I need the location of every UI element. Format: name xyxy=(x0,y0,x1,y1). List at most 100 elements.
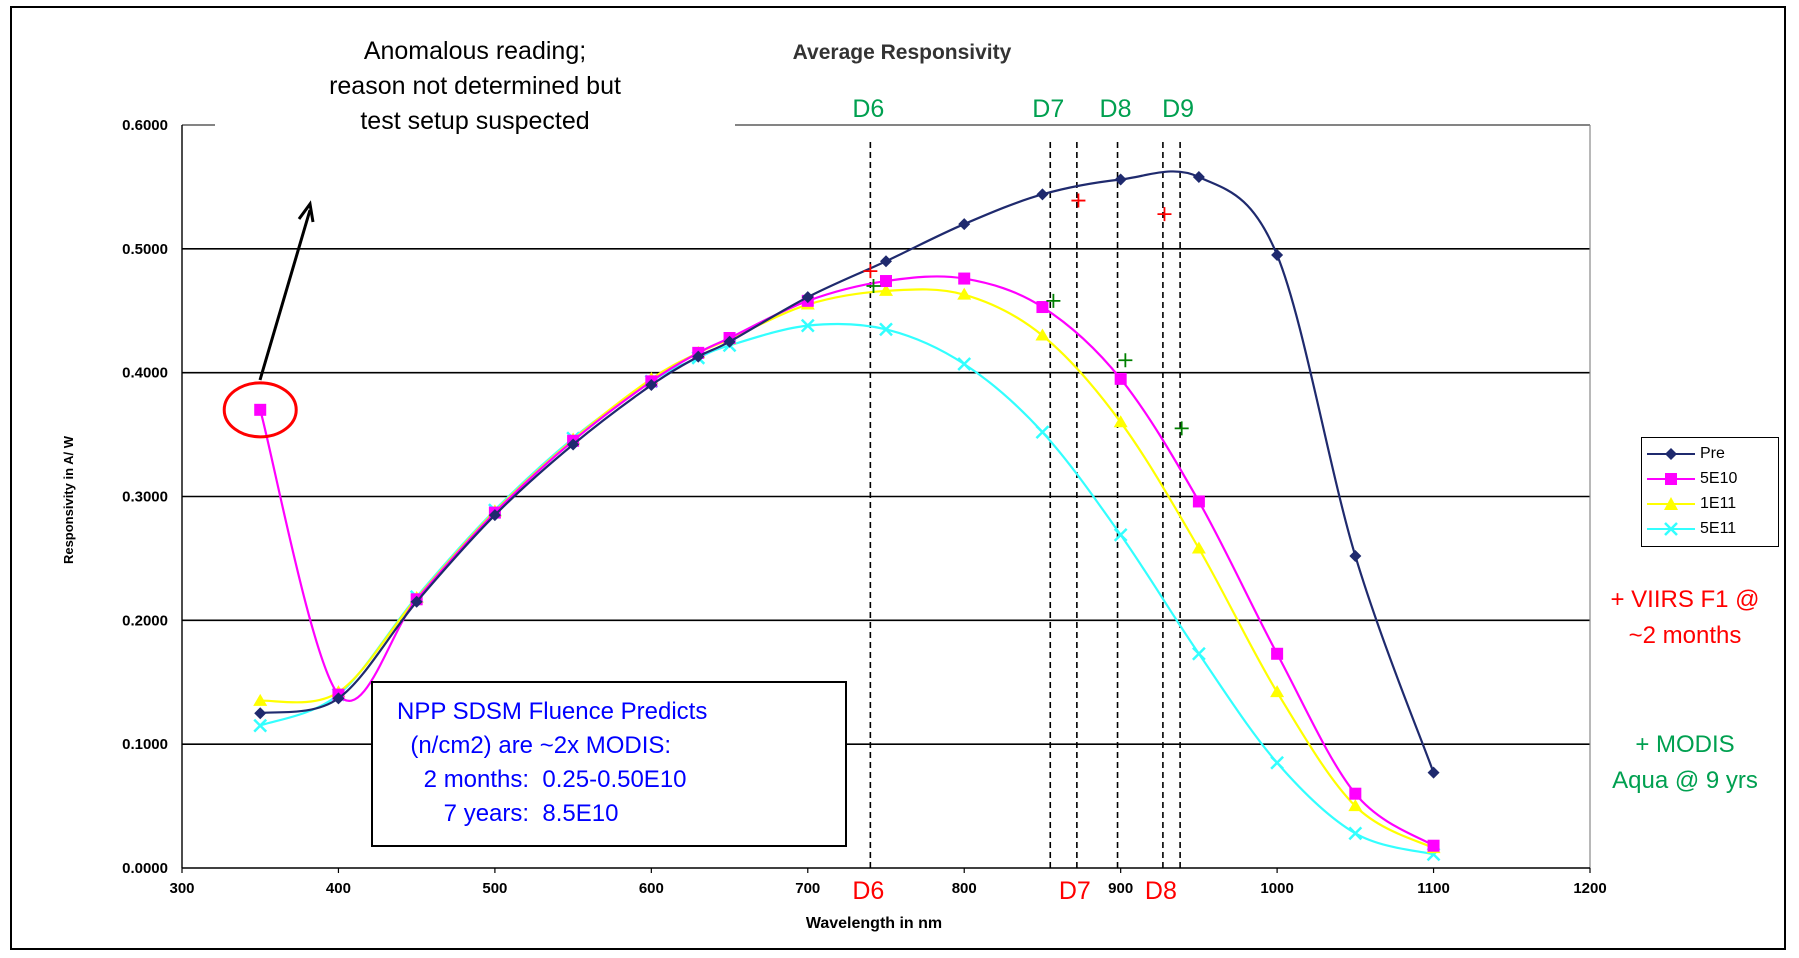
data-point-pre xyxy=(1036,188,1049,201)
data-point-1e11 xyxy=(1035,328,1050,341)
legend-label-5e10: 5E10 xyxy=(1700,470,1738,487)
data-point-1e11 xyxy=(1113,415,1128,428)
x-tick-label: 300 xyxy=(169,880,194,897)
anomaly-arrowhead xyxy=(297,200,315,223)
viirs-point xyxy=(863,264,878,279)
series-layer xyxy=(253,170,1441,862)
x-axis-label: Wavelength in nm xyxy=(806,915,942,932)
chart-title: Average Responsivity xyxy=(793,41,1012,64)
detector-label-top: D7 xyxy=(1032,95,1064,123)
fluence-note-box: NPP SDSM Fluence Predicts (n/cm2) are ~2… xyxy=(371,681,847,847)
data-point-5e11 xyxy=(1270,755,1284,770)
data-point-5e10 xyxy=(1427,839,1440,852)
series-pre xyxy=(254,170,1440,779)
legend-item-pre: Pre xyxy=(1642,442,1778,466)
detector-label-bottom: D7 xyxy=(1059,877,1091,905)
anomaly-note-line-2: reason not determined but xyxy=(329,72,621,100)
data-point-5e11 xyxy=(253,718,268,733)
anomaly-arrow xyxy=(258,209,312,381)
data-point-pre xyxy=(567,438,580,451)
viirs-note-line-2: ~2 months xyxy=(1628,622,1742,649)
viirs-point xyxy=(1071,193,1086,208)
anomaly-note-line-3: test setup suspected xyxy=(360,107,590,135)
fluence-line-3: 2 months: 0.25-0.50E10 xyxy=(397,766,687,793)
y-tick-label: 0.6000 xyxy=(122,117,168,134)
data-point-pre xyxy=(332,692,345,705)
data-point-1e11 xyxy=(879,283,893,296)
detector-label-top: D8 xyxy=(1100,95,1132,123)
data-point-pre xyxy=(1427,766,1440,779)
legend-item-1e11: 1E11 xyxy=(1642,492,1778,516)
detector-lines: D6 D6 D7 D7 D8 D8 D9 xyxy=(852,95,1194,905)
data-point-1e11 xyxy=(1191,541,1206,554)
viirs-note: + VIIRS F1 @ ~2 months xyxy=(1575,582,1795,654)
legend-swatch-5e11 xyxy=(1647,522,1695,536)
data-point-pre xyxy=(1114,173,1127,186)
x-tick-label: 1000 xyxy=(1260,880,1293,897)
data-point-pre xyxy=(958,218,971,231)
data-point-pre xyxy=(488,509,501,522)
fluence-line-2: (n/cm2) are ~2x MODIS: xyxy=(397,732,672,759)
modis-point xyxy=(866,278,881,293)
legend-label-1e11: 1E11 xyxy=(1700,495,1737,512)
data-point-1e11 xyxy=(1348,799,1363,812)
modis-note: + MODIS Aqua @ 9 yrs xyxy=(1575,727,1795,799)
y-tick-label: 0.0000 xyxy=(122,860,168,877)
data-point-pre xyxy=(1192,171,1205,184)
data-point-5e11 xyxy=(1192,646,1206,661)
legend-swatch-pre xyxy=(1647,448,1695,460)
data-point-pre xyxy=(1271,249,1284,262)
modis-point xyxy=(1118,353,1133,368)
data-point-5e10 xyxy=(1349,787,1362,800)
x-tick-label: 700 xyxy=(795,880,820,897)
data-point-5e11 xyxy=(879,322,893,337)
anomaly-note-line-1: Anomalous reading; xyxy=(363,37,587,65)
viirs-point xyxy=(1157,207,1172,222)
legend-label-pre: Pre xyxy=(1700,445,1725,462)
extra-points xyxy=(222,193,1189,439)
data-point-pre xyxy=(723,335,736,348)
data-point-5e10 xyxy=(1036,301,1049,314)
data-point-pre xyxy=(880,255,892,268)
data-point-5e10 xyxy=(1114,372,1127,385)
data-point-pre xyxy=(254,707,267,720)
data-point-pre xyxy=(645,379,658,392)
data-point-pre xyxy=(410,595,423,608)
x-tick-label: 800 xyxy=(952,880,977,897)
data-point-5e11 xyxy=(1348,826,1363,841)
y-tick-label: 0.2000 xyxy=(122,612,168,629)
data-point-5e10 xyxy=(1271,647,1284,660)
legend-label-5e11: 5E11 xyxy=(1700,520,1737,537)
detector-label-bottom: D8 xyxy=(1145,877,1177,905)
viirs-note-line-1: + VIIRS F1 @ xyxy=(1610,586,1760,613)
modis-point xyxy=(1046,293,1061,308)
data-point-5e11 xyxy=(800,318,815,333)
x-tick-label: 900 xyxy=(1108,880,1133,897)
y-tick-label: 0.3000 xyxy=(122,489,168,506)
modis-note-line-2: Aqua @ 9 yrs xyxy=(1612,767,1758,794)
data-point-5e11 xyxy=(1035,425,1050,439)
axes: 0.0000 0.1000 0.2000 0.3000 0.4000 0.5000 0.60… xyxy=(122,117,1607,897)
x-tick-label: 400 xyxy=(326,880,351,897)
x-tick-label: 1100 xyxy=(1417,880,1450,897)
modis-point xyxy=(1174,421,1189,436)
fluence-line-1: NPP SDSM Fluence Predicts xyxy=(397,698,708,725)
y-tick-label: 0.5000 xyxy=(122,241,168,258)
data-point-1e11 xyxy=(253,693,268,706)
data-point-5e10 xyxy=(254,403,267,416)
detector-label-top: D6 xyxy=(852,95,884,123)
fluence-line-4: 7 years: 8.5E10 xyxy=(397,800,619,827)
legend-swatch-5e10 xyxy=(1647,473,1695,485)
anomaly-circle xyxy=(222,381,298,439)
anomaly-note: Anomalous reading; reason not determined… xyxy=(215,24,735,147)
x-tick-label: 1200 xyxy=(1573,880,1606,897)
x-tick-label: 500 xyxy=(482,880,507,897)
data-point-5e10 xyxy=(880,275,892,288)
data-point-pre xyxy=(1349,549,1362,562)
modis-note-line-1: + MODIS xyxy=(1635,731,1735,758)
data-point-1e11 xyxy=(957,287,972,300)
data-point-5e10 xyxy=(1192,495,1205,508)
data-point-pre xyxy=(801,291,814,304)
series-line-pre xyxy=(260,170,1435,774)
